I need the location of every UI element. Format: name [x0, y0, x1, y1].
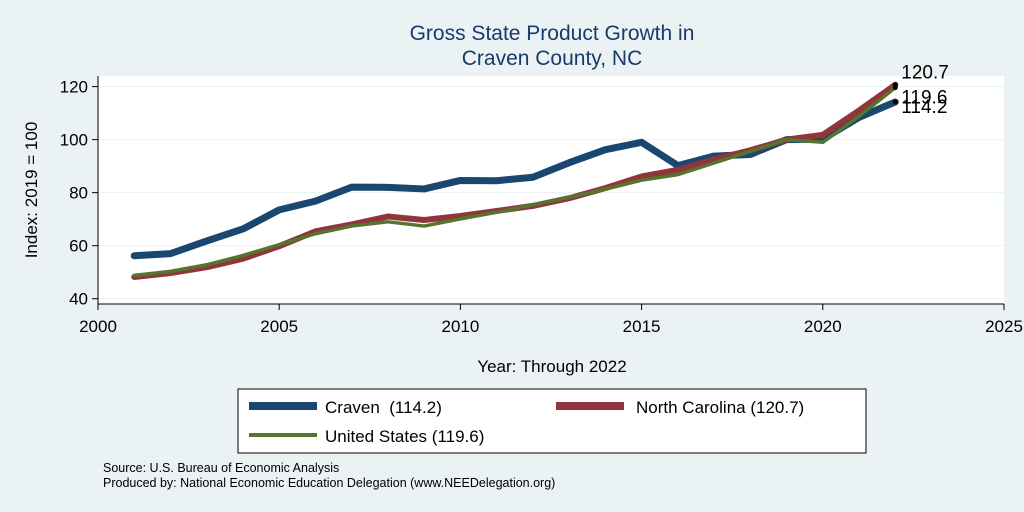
- end-labels: 114.2 120.7 119.6: [892, 63, 949, 118]
- axes: [97, 76, 1004, 305]
- x-tick-label: 2005: [260, 317, 298, 336]
- legend-label-craven: Craven (114.2): [325, 398, 442, 417]
- x-tick-label: 2020: [804, 317, 842, 336]
- y-tick-label: 100: [60, 131, 88, 150]
- x-ticks: 2000 2005 2010 2015 2020 2025: [79, 304, 1023, 336]
- end-point-craven: [892, 99, 898, 105]
- legend: Craven (114.2) North Carolina (120.7) Un…: [237, 388, 867, 454]
- end-point-united-states: [892, 85, 898, 91]
- x-axis-label: Year: Through 2022: [477, 357, 626, 376]
- end-label-craven: 114.2: [901, 97, 947, 118]
- source-note: Source: U.S. Bureau of Economic Analysis: [103, 461, 339, 475]
- series-lines: [130, 81, 899, 280]
- legend-label-united-states: United States (119.6): [325, 427, 484, 446]
- legend-box: [237, 388, 867, 454]
- produced-by-note: Produced by: National Economic Education…: [103, 476, 555, 490]
- end-label-north-carolina: 120.7: [901, 63, 949, 84]
- x-tick-label: 2025: [985, 317, 1023, 336]
- chart-title-line-1: Gross State Product Growth in: [410, 22, 695, 45]
- end-label-united-states: 119.6: [901, 88, 947, 109]
- legend-label-north-carolina: North Carolina (120.7): [636, 398, 804, 417]
- y-tick-label: 40: [69, 290, 88, 309]
- y-tick-label: 120: [60, 78, 88, 97]
- x-tick-label: 2015: [623, 317, 661, 336]
- y-ticks: 40 60 80 100 120: [60, 78, 98, 309]
- gridlines: [98, 86, 1004, 300]
- chart-title-line-2: Craven County, NC: [462, 47, 643, 70]
- series-line-united-states: [132, 85, 898, 278]
- y-tick-label: 80: [69, 184, 88, 203]
- y-tick-label: 60: [69, 237, 88, 256]
- x-tick-label: 2000: [79, 317, 117, 336]
- y-axis-label: Index: 2019 = 100: [22, 122, 41, 259]
- x-tick-label: 2010: [441, 317, 479, 336]
